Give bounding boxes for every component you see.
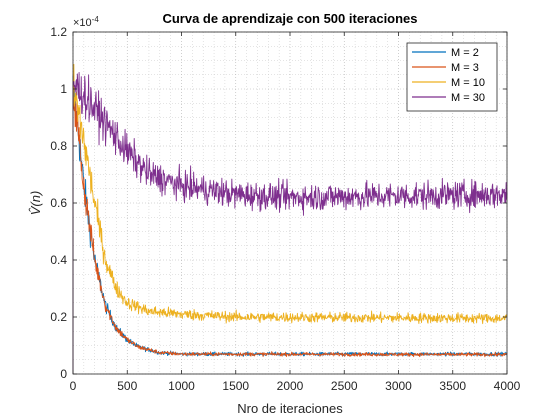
- x-tick-label: 1500: [222, 379, 249, 393]
- x-tick-labels: 0 500 1000 1500 2000 2500 3000 3500 4000: [70, 379, 521, 393]
- x-tick-label: 2000: [277, 379, 304, 393]
- x-tick-label: 4000: [494, 379, 521, 393]
- x-tick-label: 2500: [331, 379, 358, 393]
- y-axis-label: V̂(n): [28, 191, 43, 216]
- axis-ticks: [72, 31, 508, 375]
- legend-label: M = 2: [451, 47, 479, 59]
- legend-label: M = 10: [451, 77, 485, 89]
- legend: M = 2 M = 3 M = 10 M = 30: [406, 42, 498, 112]
- y-tick-label: 0.6: [50, 196, 67, 210]
- series-line-m=30: [72, 72, 508, 374]
- y-exponent-label: ×10-4: [73, 15, 99, 29]
- y-tick-label: 1.2: [50, 25, 67, 39]
- legend-label: M = 30: [451, 92, 485, 104]
- y-tick-label: 1: [60, 82, 67, 96]
- legend-label: M = 3: [451, 62, 479, 74]
- y-tick-labels: 0 0.2 0.4 0.6 0.8 1 1.2: [50, 25, 67, 381]
- y-tick-label: 0.2: [50, 310, 67, 324]
- chart-title: Curva de aprendizaje con 500 iteraciones: [162, 11, 417, 26]
- series-line-m=3: [72, 80, 508, 374]
- series-lines: [72, 63, 508, 374]
- x-tick-label: 500: [117, 379, 137, 393]
- y-tick-label: 0.4: [50, 253, 67, 267]
- x-tick-label: 3000: [385, 379, 412, 393]
- y-tick-label: 0: [60, 367, 67, 381]
- x-tick-label: 3500: [439, 379, 466, 393]
- series-line-m=10: [72, 63, 508, 374]
- x-axis-label: Nro de iteraciones: [237, 401, 343, 416]
- x-tick-label: 0: [70, 379, 77, 393]
- y-tick-label: 0.8: [50, 139, 67, 153]
- legend-box: [406, 42, 498, 112]
- x-tick-label: 1000: [168, 379, 195, 393]
